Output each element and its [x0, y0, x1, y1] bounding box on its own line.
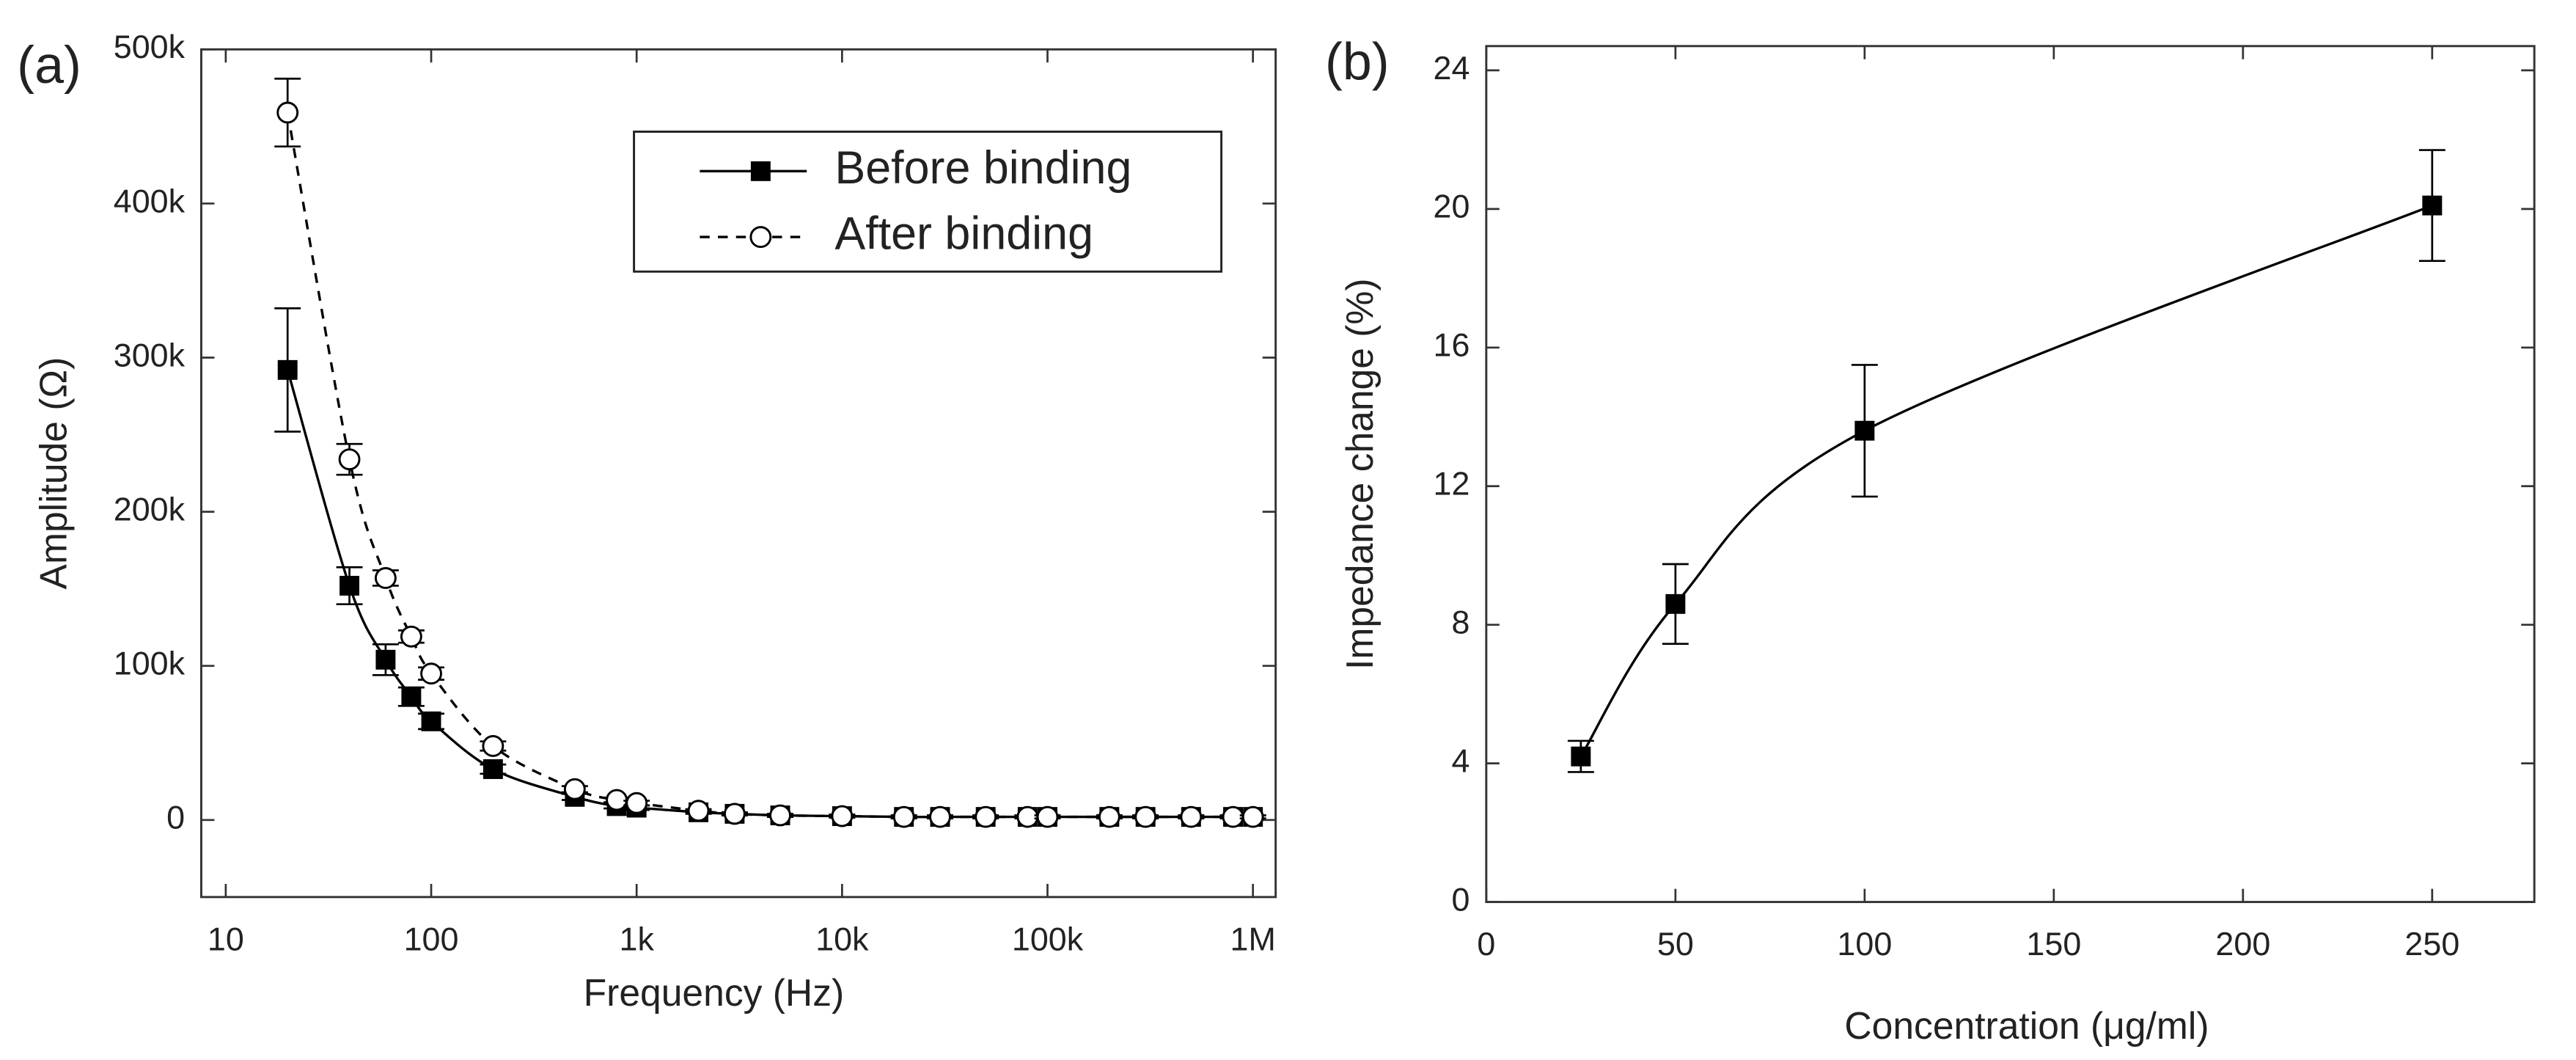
y-tick-label: 12 [1434, 465, 1470, 502]
marker [929, 805, 951, 828]
marker [2422, 195, 2443, 216]
legend-label: Before binding [834, 142, 1131, 194]
y-tick-label: 0 [1451, 880, 1469, 918]
marker [1036, 805, 1059, 828]
x-tick-label: 100k [1012, 920, 1084, 957]
marker [374, 567, 397, 589]
marker [421, 711, 441, 731]
y-tick-label: 16 [1434, 326, 1470, 364]
x-tick-label: 100 [404, 920, 459, 957]
x-tick-label: 0 [1477, 925, 1495, 962]
marker [687, 800, 710, 822]
y-tick-label: 24 [1434, 49, 1470, 87]
marker [625, 792, 648, 814]
marker [276, 101, 299, 124]
y-tick-label: 500k [114, 28, 186, 65]
legend-frame [633, 131, 1223, 273]
marker [277, 359, 298, 380]
panel-label: (b) [1325, 33, 1390, 92]
plot-frame [1485, 45, 2536, 904]
x-tick-label: 10 [208, 920, 244, 957]
legend-marker [750, 161, 771, 181]
x-axis-label: Frequency (Hz) [584, 971, 845, 1014]
marker [892, 805, 915, 828]
x-tick-label: 100 [1837, 925, 1892, 962]
marker [1222, 805, 1244, 828]
marker [563, 778, 586, 800]
x-tick-label: 150 [2026, 925, 2081, 962]
legend-marker [749, 226, 772, 249]
marker [482, 735, 504, 757]
chart-panel: 0 4 8 12 16 20 24 0 50 100 150 200 250 (b) Concentrati… [1325, 33, 2536, 1047]
y-tick-label: 200k [114, 490, 186, 527]
y-tick-label: 100k [114, 645, 186, 682]
y-tick-label: 8 [1451, 604, 1469, 641]
marker [1098, 805, 1120, 828]
y-tick-label: 300k [114, 336, 186, 373]
x-tick-label: 250 [2404, 925, 2459, 962]
y-axis-label: Impedance change (%) [1338, 278, 1381, 669]
marker [338, 448, 361, 471]
marker [769, 804, 791, 827]
y-axis-label: Amplitude (Ω) [32, 357, 75, 590]
marker [1571, 746, 1591, 767]
series-line [286, 369, 1253, 819]
marker [400, 625, 422, 648]
marker [401, 687, 422, 707]
legend-label: After binding [834, 208, 1093, 260]
marker [1854, 420, 1875, 441]
marker [831, 805, 854, 827]
marker [340, 575, 360, 596]
legend: Before binding After binding [633, 131, 1223, 273]
y-tick-label: 0 [166, 799, 185, 836]
y-tick-label: 20 [1434, 188, 1470, 225]
x-tick-label: 1M [1230, 920, 1276, 957]
x-tick-label: 50 [1657, 925, 1694, 962]
y-tick-label: 400k [114, 182, 186, 219]
x-tick-label: 1k [620, 920, 655, 957]
marker [1241, 805, 1264, 828]
marker [975, 805, 997, 828]
x-axis-label: Concentration (μg/ml) [1844, 1004, 2209, 1047]
marker [482, 759, 503, 779]
series-line [1579, 204, 2433, 758]
marker [1665, 593, 1686, 614]
plot-frame [200, 48, 1277, 899]
marker [723, 803, 746, 825]
marker [420, 662, 442, 685]
marker [1180, 805, 1203, 828]
marker [1134, 805, 1157, 828]
marker [1016, 805, 1039, 828]
y-tick-label: 4 [1451, 742, 1469, 780]
chart-panel: 0 100k 200k 300k 400k 500k 10 100 1k 10k 100k 1M (a)… [17, 28, 1277, 1014]
x-tick-label: 200 [2215, 925, 2270, 962]
x-tick-label: 10k [815, 920, 869, 957]
marker [375, 649, 396, 670]
panel-label: (a) [17, 36, 81, 95]
